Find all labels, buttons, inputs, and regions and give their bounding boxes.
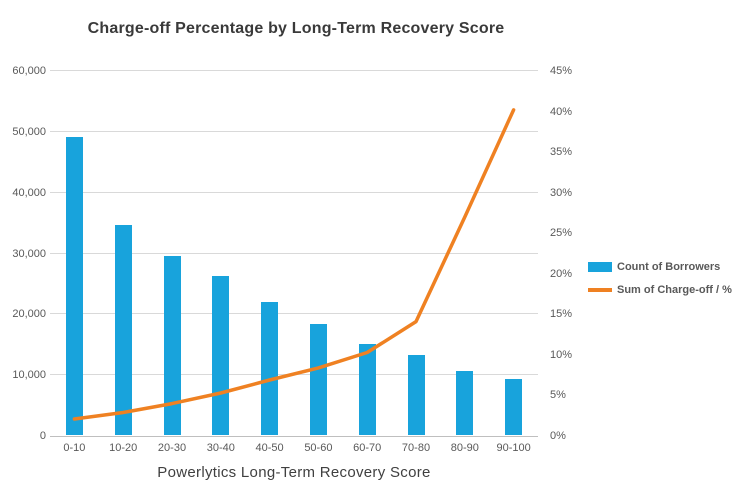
bar-60-70	[358, 343, 376, 435]
bar-20-30	[163, 256, 181, 435]
category-label-50-60: 50-60	[304, 442, 333, 454]
chart-title: Charge-off Percentage by Long-Term Recov…	[87, 20, 505, 37]
right-axis-tick: 35%	[550, 146, 573, 159]
gridline	[50, 252, 538, 254]
left-axis-tick: 30,000	[12, 247, 46, 260]
bar-10-20	[114, 225, 132, 435]
category-label-80-90: 80-90	[450, 442, 479, 454]
left-axis-tick: 20,000	[12, 308, 46, 321]
right-axis-tick: 25%	[550, 227, 573, 240]
right-axis-tick: 10%	[550, 348, 573, 361]
left-axis-tick: 0	[39, 430, 46, 442]
bar-0-10	[65, 136, 83, 435]
category-label-20-30: 20-30	[157, 442, 187, 454]
left-axis-tick: 50,000	[12, 125, 46, 138]
right-axis-tick: 30%	[550, 186, 573, 199]
legend-label: Count of Borrowers	[617, 261, 721, 273]
left-axis-tick: 10,000	[12, 369, 46, 382]
category-label-30-40: 30-40	[206, 442, 235, 454]
category-label-70-80: 70-80	[401, 442, 431, 454]
line-series-path	[72, 108, 516, 421]
legend-item-sum-of-charge-off: Sum of Charge-off / %	[588, 279, 732, 301]
plot-area	[50, 70, 538, 437]
bar-40-50	[261, 302, 279, 435]
bar-series-swatch-icon	[588, 262, 612, 272]
legend: Count of Borrowers Sum of Charge-off / %	[588, 256, 732, 301]
right-axis-tick: 45%	[550, 65, 573, 77]
right-axis-tick: 20%	[550, 267, 573, 280]
gridline	[50, 70, 538, 71]
line-series	[72, 108, 516, 421]
line-series-swatch-icon	[588, 288, 612, 292]
gridline	[50, 130, 538, 132]
right-axis-tick: 5%	[550, 389, 566, 402]
bar-80-90	[456, 371, 474, 435]
category-label-60-70: 60-70	[353, 442, 382, 454]
right-axis-tick: 0%	[550, 430, 566, 442]
right-axis-tick: 15%	[550, 308, 573, 321]
x-axis-title: Powerlytics Long-Term Recovery Score	[157, 464, 431, 481]
category-label-40-50: 40-50	[255, 442, 284, 454]
bar-90-100	[505, 379, 523, 435]
legend-item-count-of-borrowers: Count of Borrowers	[588, 256, 732, 278]
category-label-90-100: 90-100	[496, 442, 531, 454]
left-axis-tick: 60,000	[12, 65, 46, 77]
bar-70-80	[407, 355, 425, 435]
gridline	[50, 191, 538, 193]
gridline	[50, 313, 538, 315]
category-label-10-20: 10-20	[109, 442, 138, 454]
legend-label: Sum of Charge-off / %	[617, 284, 732, 296]
bar-50-60	[309, 324, 327, 435]
right-axis-tick: 40%	[550, 105, 573, 118]
left-axis-tick: 40,000	[12, 186, 46, 199]
category-label-0-10: 0-10	[63, 442, 86, 454]
x-axis-line	[50, 436, 538, 437]
